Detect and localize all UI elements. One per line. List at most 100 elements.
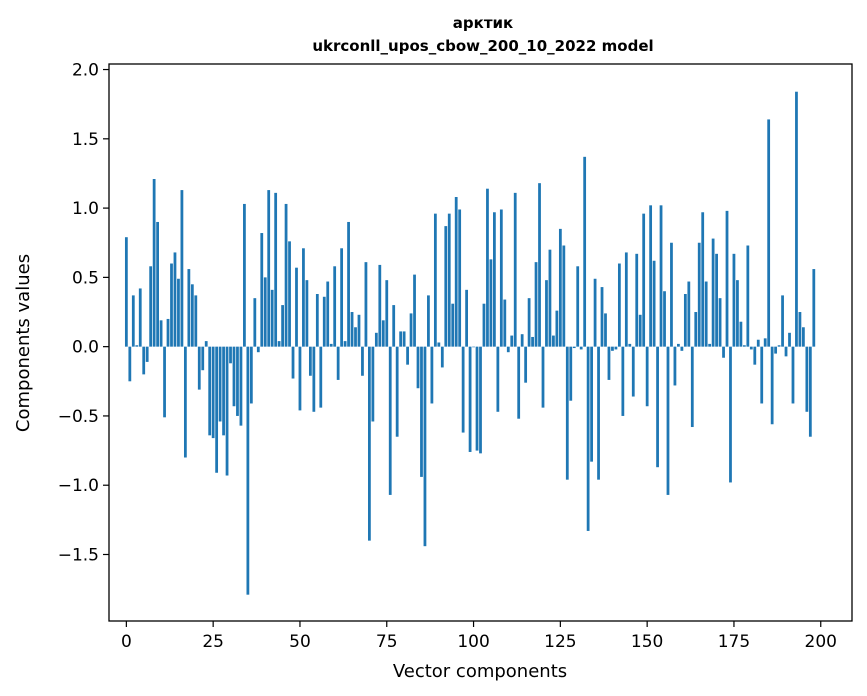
bar-168: [708, 343, 712, 347]
bar-169: [711, 238, 715, 347]
bar-167: [704, 281, 708, 347]
bar-187: [774, 346, 778, 354]
bar-166: [701, 212, 705, 347]
bar-131: [579, 346, 583, 350]
bar-124: [555, 310, 559, 347]
bar-84: [416, 346, 420, 389]
bar-117: [531, 336, 534, 347]
bar-40: [263, 277, 267, 347]
bar-3: [135, 345, 139, 347]
bar-41: [267, 190, 271, 347]
bar-31: [232, 346, 236, 407]
bar-73: [378, 264, 382, 347]
bar-20: [194, 295, 198, 347]
bar-48: [291, 346, 295, 379]
bar-56: [319, 346, 323, 408]
bar-190: [784, 346, 788, 357]
chart-subtitle: ukrconll_upos_cbow_200_10_2022 model: [312, 37, 653, 55]
bar-99: [468, 346, 472, 452]
bar-170: [715, 253, 718, 347]
bar-6: [145, 346, 149, 362]
bar-156: [666, 346, 670, 495]
bar-60: [333, 266, 337, 347]
bar-39: [260, 233, 264, 347]
bar-141: [614, 346, 618, 350]
bar-36: [249, 346, 253, 404]
bar-33: [239, 346, 243, 426]
bar-59: [329, 343, 333, 347]
bar-145: [628, 343, 632, 347]
bar-77: [392, 305, 396, 347]
bar-135: [593, 278, 597, 347]
bar-18: [187, 269, 191, 347]
bar-89: [433, 213, 437, 347]
bar-192: [791, 346, 795, 404]
bar-142: [617, 263, 621, 347]
x-axis-ticks: 0 25 50 75 100 125 150 175 200: [121, 621, 837, 652]
bar-92: [444, 226, 448, 347]
bar-102: [479, 346, 482, 454]
bar-193: [795, 91, 798, 347]
bar-195: [802, 327, 805, 347]
bar-29: [225, 346, 229, 476]
bar-180: [749, 346, 753, 350]
bar-103: [482, 303, 486, 347]
x-tick-label: 100: [457, 632, 489, 652]
bar-25: [211, 346, 215, 439]
y-tick-label: 1.0: [72, 199, 99, 219]
bar-83: [413, 274, 416, 347]
bar-128: [569, 346, 573, 401]
bar-161: [683, 294, 687, 347]
bar-105: [489, 259, 493, 347]
bar-106: [493, 212, 496, 347]
bar-90: [437, 342, 441, 347]
bar-137: [600, 287, 604, 347]
bar-26: [215, 346, 219, 473]
bar-160: [680, 346, 684, 351]
bar-185: [767, 119, 771, 347]
bar-114: [520, 334, 524, 347]
bar-74: [381, 320, 385, 347]
bar-52: [305, 280, 309, 347]
bar-123: [552, 335, 555, 347]
bar-129: [572, 346, 576, 349]
bar-45: [281, 305, 284, 347]
bar-5: [142, 346, 146, 375]
bar-91: [440, 346, 444, 368]
bar-46: [284, 203, 288, 347]
y-tick-label: 0.0: [72, 338, 99, 358]
bar-95: [454, 197, 458, 347]
bar-32: [236, 346, 239, 416]
bar-146: [631, 346, 635, 397]
bar-70: [368, 346, 371, 541]
bar-16: [180, 190, 184, 347]
bar-139: [607, 346, 611, 380]
bar-153: [656, 346, 659, 468]
bar-183: [760, 346, 764, 404]
bar-110: [506, 346, 510, 353]
x-tick-label: 175: [718, 632, 750, 652]
bar-30: [229, 346, 232, 364]
bar-35: [246, 346, 250, 595]
bar-51: [302, 248, 305, 347]
bar-164: [694, 312, 698, 347]
bar-19: [190, 284, 194, 347]
bar-108: [499, 209, 503, 347]
y-tick-label: −1.5: [58, 545, 99, 565]
bar-13: [170, 263, 173, 347]
bar-44: [277, 341, 281, 347]
bar-143: [621, 346, 625, 416]
bar-107: [496, 346, 500, 412]
bar-127: [565, 346, 569, 480]
bar-132: [583, 156, 587, 347]
bar-159: [677, 343, 680, 347]
bar-75: [385, 280, 389, 347]
x-tick-label: 125: [544, 632, 576, 652]
bar-24: [208, 346, 212, 436]
bar-94: [451, 303, 455, 347]
bar-34: [243, 203, 246, 347]
bar-96: [458, 209, 462, 347]
bar-43: [274, 192, 278, 347]
bar-144: [624, 252, 628, 347]
bar-81: [406, 346, 409, 365]
